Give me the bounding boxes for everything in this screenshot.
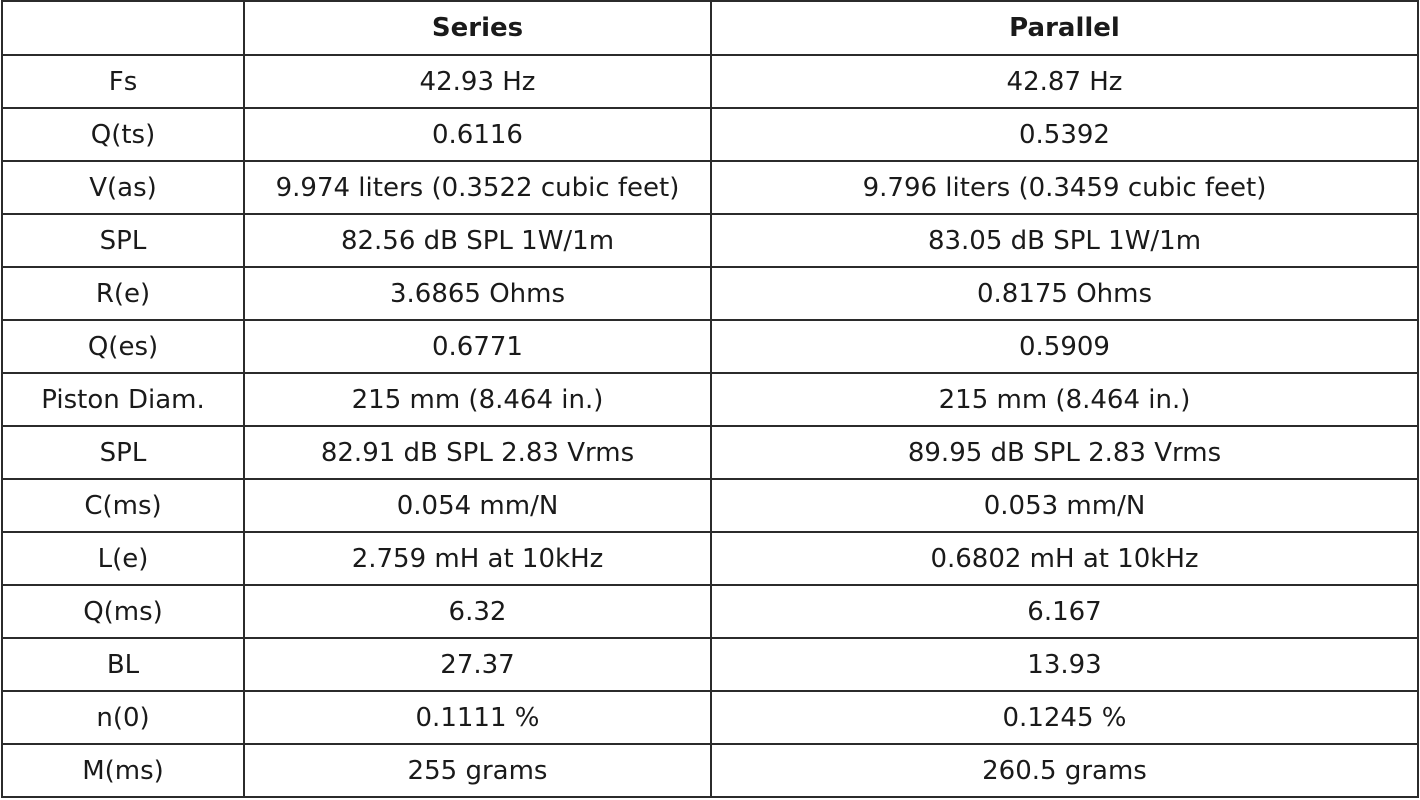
row-label: M(ms) [1,743,245,798]
series-value: 0.6116 [243,107,712,162]
parallel-value: 13.93 [710,637,1419,692]
parallel-value: 9.796 liters (0.3459 cubic feet) [710,160,1419,215]
table-row: Q(es) 0.6771 0.5909 [1,319,1419,374]
parallel-value: 0.5392 [710,107,1419,162]
table-row: Q(ms) 6.32 6.167 [1,584,1419,639]
row-label: SPL [1,425,245,480]
parallel-value: 89.95 dB SPL 2.83 Vrms [710,425,1419,480]
table-row: Fs 42.93 Hz 42.87 Hz [1,54,1419,109]
header-parallel: Parallel [710,0,1419,56]
table-row: n(0) 0.1111 % 0.1245 % [1,690,1419,745]
table-row: Piston Diam. 215 mm (8.464 in.) 215 mm (… [1,372,1419,427]
series-value: 82.91 dB SPL 2.83 Vrms [243,425,712,480]
row-label: Fs [1,54,245,109]
series-value: 0.1111 % [243,690,712,745]
header-series: Series [243,0,712,56]
row-label: L(e) [1,531,245,586]
row-label: BL [1,637,245,692]
parallel-value: 83.05 dB SPL 1W/1m [710,213,1419,268]
series-value: 215 mm (8.464 in.) [243,372,712,427]
table-row: SPL 82.91 dB SPL 2.83 Vrms 89.95 dB SPL … [1,425,1419,480]
series-value: 9.974 liters (0.3522 cubic feet) [243,160,712,215]
parallel-value: 42.87 Hz [710,54,1419,109]
row-label: Q(es) [1,319,245,374]
series-value: 82.56 dB SPL 1W/1m [243,213,712,268]
table-row: Q(ts) 0.6116 0.5392 [1,107,1419,162]
parallel-value: 0.5909 [710,319,1419,374]
row-label: Piston Diam. [1,372,245,427]
table-row: SPL 82.56 dB SPL 1W/1m 83.05 dB SPL 1W/1… [1,213,1419,268]
series-value: 6.32 [243,584,712,639]
series-value: 0.6771 [243,319,712,374]
parallel-value: 260.5 grams [710,743,1419,798]
table-row: V(as) 9.974 liters (0.3522 cubic feet) 9… [1,160,1419,215]
series-value: 42.93 Hz [243,54,712,109]
series-value: 255 grams [243,743,712,798]
row-label: Q(ms) [1,584,245,639]
parallel-value: 6.167 [710,584,1419,639]
row-label: C(ms) [1,478,245,533]
table-row: C(ms) 0.054 mm/N 0.053 mm/N [1,478,1419,533]
row-label: Q(ts) [1,107,245,162]
parallel-value: 0.053 mm/N [710,478,1419,533]
parallel-value: 0.6802 mH at 10kHz [710,531,1419,586]
parallel-value: 215 mm (8.464 in.) [710,372,1419,427]
header-row: Series Parallel [1,0,1419,56]
table-row: R(e) 3.6865 Ohms 0.8175 Ohms [1,266,1419,321]
table-row: L(e) 2.759 mH at 10kHz 0.6802 mH at 10kH… [1,531,1419,586]
parallel-value: 0.8175 Ohms [710,266,1419,321]
row-label: R(e) [1,266,245,321]
parallel-value: 0.1245 % [710,690,1419,745]
table-row: BL 27.37 13.93 [1,637,1419,692]
row-label: V(as) [1,160,245,215]
row-label: n(0) [1,690,245,745]
series-value: 2.759 mH at 10kHz [243,531,712,586]
series-value: 27.37 [243,637,712,692]
series-value: 0.054 mm/N [243,478,712,533]
series-value: 3.6865 Ohms [243,266,712,321]
table-row: M(ms) 255 grams 260.5 grams [1,743,1419,798]
row-label: SPL [1,213,245,268]
header-empty-cell [1,0,245,56]
